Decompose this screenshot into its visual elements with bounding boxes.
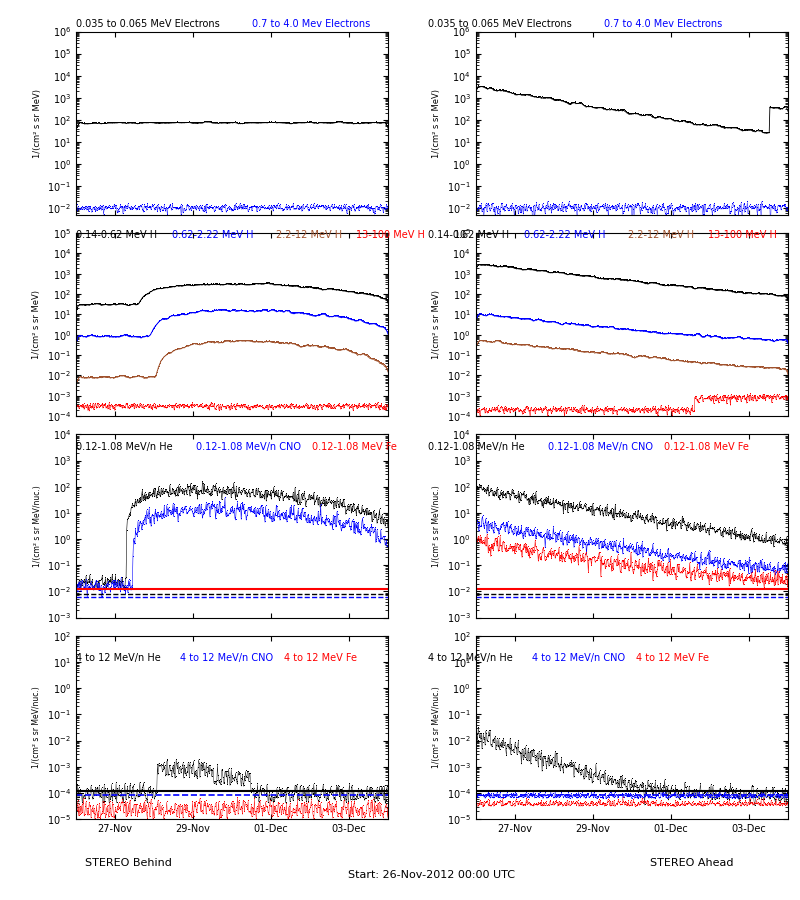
- Text: 4 to 12 MeV/n CNO: 4 to 12 MeV/n CNO: [532, 653, 625, 663]
- Text: 0.7 to 4.0 Mev Electrons: 0.7 to 4.0 Mev Electrons: [252, 19, 370, 29]
- Y-axis label: 1/(cm² s sr MeV): 1/(cm² s sr MeV): [32, 290, 42, 359]
- Text: 0.12-1.08 MeV/n He: 0.12-1.08 MeV/n He: [428, 442, 525, 452]
- Text: 0.12-1.08 MeV/n CNO: 0.12-1.08 MeV/n CNO: [196, 442, 301, 452]
- Text: STEREO Behind: STEREO Behind: [85, 858, 171, 868]
- Y-axis label: 1/(cm² s sr MeV/nuc.): 1/(cm² s sr MeV/nuc.): [33, 485, 42, 567]
- Y-axis label: 1/(cm² s sr MeV/nuc.): 1/(cm² s sr MeV/nuc.): [432, 687, 441, 769]
- Y-axis label: 1/(cm² s sr MeV): 1/(cm² s sr MeV): [432, 290, 441, 359]
- Text: 0.14-0.62 MeV H: 0.14-0.62 MeV H: [76, 230, 157, 240]
- Text: 13-100 MeV H: 13-100 MeV H: [356, 230, 425, 240]
- Text: 0.62-2.22 MeV H: 0.62-2.22 MeV H: [524, 230, 606, 240]
- Text: 2.2-12 MeV H: 2.2-12 MeV H: [628, 230, 694, 240]
- Text: 0.12-1.08 MeV/n CNO: 0.12-1.08 MeV/n CNO: [548, 442, 653, 452]
- Y-axis label: 1/(cm² s sr MeV/nuc.): 1/(cm² s sr MeV/nuc.): [32, 687, 42, 769]
- Y-axis label: 1/(cm² s sr MeV): 1/(cm² s sr MeV): [33, 88, 42, 158]
- Text: 0.14-0.62 MeV H: 0.14-0.62 MeV H: [428, 230, 509, 240]
- Text: 0.7 to 4.0 Mev Electrons: 0.7 to 4.0 Mev Electrons: [604, 19, 722, 29]
- Text: 0.035 to 0.065 MeV Electrons: 0.035 to 0.065 MeV Electrons: [76, 19, 220, 29]
- Y-axis label: 1/(cm² s sr MeV): 1/(cm² s sr MeV): [433, 88, 442, 158]
- Text: 4 to 12 MeV Fe: 4 to 12 MeV Fe: [636, 653, 709, 663]
- Text: 2.2-12 MeV H: 2.2-12 MeV H: [276, 230, 342, 240]
- Text: 4 to 12 MeV/n He: 4 to 12 MeV/n He: [76, 653, 161, 663]
- Text: 0.035 to 0.065 MeV Electrons: 0.035 to 0.065 MeV Electrons: [428, 19, 572, 29]
- Text: 4 to 12 MeV Fe: 4 to 12 MeV Fe: [284, 653, 357, 663]
- Text: 13-100 MeV H: 13-100 MeV H: [708, 230, 777, 240]
- Text: 4 to 12 MeV/n CNO: 4 to 12 MeV/n CNO: [180, 653, 273, 663]
- Text: 0.12-1.08 MeV Fe: 0.12-1.08 MeV Fe: [312, 442, 397, 452]
- Text: 0.12-1.08 MeV/n He: 0.12-1.08 MeV/n He: [76, 442, 173, 452]
- Text: 4 to 12 MeV/n He: 4 to 12 MeV/n He: [428, 653, 513, 663]
- Text: 0.62-2.22 MeV H: 0.62-2.22 MeV H: [172, 230, 254, 240]
- Text: 0.12-1.08 MeV Fe: 0.12-1.08 MeV Fe: [664, 442, 749, 452]
- Y-axis label: 1/(cm² s sr MeV/nuc.): 1/(cm² s sr MeV/nuc.): [432, 485, 442, 567]
- Text: Start: 26-Nov-2012 00:00 UTC: Start: 26-Nov-2012 00:00 UTC: [349, 869, 515, 879]
- Text: STEREO Ahead: STEREO Ahead: [650, 858, 734, 868]
